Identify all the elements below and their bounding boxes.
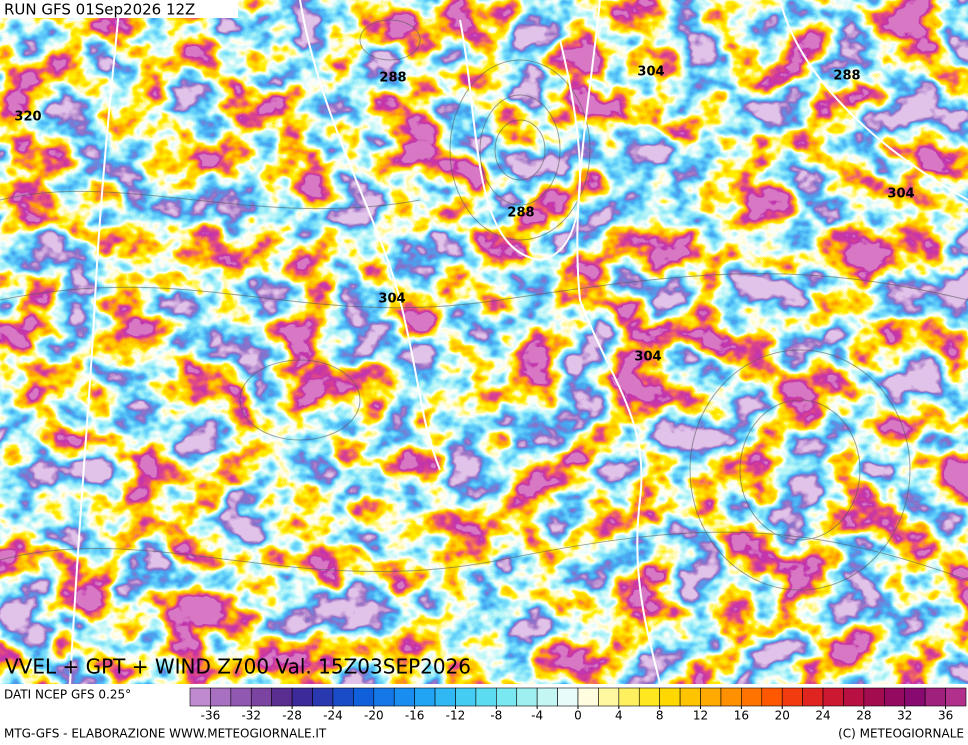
colorbar-swatch <box>393 687 415 707</box>
data-source: DATI NCEP GFS 0.25° <box>4 688 131 702</box>
wind-streamlines <box>0 19 968 591</box>
colorbar-swatch <box>557 687 579 707</box>
colorbar-swatch <box>455 687 477 707</box>
contour-label: 304 <box>378 292 405 307</box>
colorbar-swatch <box>475 687 497 707</box>
colorbar-tick-label: 16 <box>734 709 749 723</box>
colorbar-swatch <box>659 687 681 707</box>
colorbar-tick-label: -16 <box>405 709 425 723</box>
colorbar-swatch <box>577 687 599 707</box>
colorbar-tick-label: -32 <box>241 709 261 723</box>
colorbar-swatch <box>291 687 313 707</box>
colorbar-swatch <box>189 687 211 707</box>
colorbar-swatch <box>741 687 763 707</box>
colorbar-swatch <box>271 687 293 707</box>
colorbar-swatch <box>312 687 334 707</box>
colorbar-swatch <box>353 687 375 707</box>
geopotential-contours <box>69 0 968 685</box>
colorbar-swatch <box>414 687 436 707</box>
colorbar-swatch <box>904 687 926 707</box>
colorbar-tick-label: -8 <box>490 709 502 723</box>
colorbar: -36 -32 -28 -24 -20 -16 -12 -8 -4 0 4 8 12 16 20 24 28 32… <box>189 687 967 723</box>
colorbar-swatch <box>598 687 620 707</box>
contour-label: 304 <box>634 350 661 365</box>
contour-labels: 288 304 288 320 288 304 304 304 <box>14 65 914 365</box>
colorbar-tick-label: 32 <box>897 709 912 723</box>
colorbar-tick-label: -12 <box>446 709 466 723</box>
colorbar-swatch <box>210 687 232 707</box>
colorbar-swatch <box>700 687 722 707</box>
colorbar-swatch <box>638 687 660 707</box>
colorbar-swatch <box>781 687 803 707</box>
colorbar-swatch <box>843 687 865 707</box>
colorbar-swatch <box>720 687 742 707</box>
colorbar-swatch <box>250 687 272 707</box>
colorbar-tick-label: -36 <box>201 709 221 723</box>
colorbar-swatch <box>516 687 538 707</box>
colorbar-tick-label: -24 <box>323 709 343 723</box>
colorbar-swatch <box>822 687 844 707</box>
contour-label: 304 <box>887 187 914 202</box>
colorbar-swatch <box>496 687 518 707</box>
run-label-box <box>0 0 238 18</box>
colorbar-swatch <box>230 687 252 707</box>
map-title: VVEL + GPT + WIND Z700 Val. 15Z03SEP2026 <box>5 655 471 679</box>
colorbar-swatch <box>679 687 701 707</box>
colorbar-tick-label: -20 <box>364 709 384 723</box>
colorbar-swatch <box>373 687 395 707</box>
colorbar-tick-label: -28 <box>282 709 302 723</box>
colorbar-swatch <box>924 687 946 707</box>
vertical-velocity-field <box>0 0 968 684</box>
contour-label: 320 <box>14 110 41 125</box>
colorbar-tick-label: 36 <box>938 709 953 723</box>
colorbar-tick-label: 8 <box>656 709 664 723</box>
run-label: RUN GFS 01Sep2026 12Z <box>4 1 195 19</box>
colorbar-swatch <box>536 687 558 707</box>
colorbar-tick-label: -4 <box>531 709 543 723</box>
colorbar-swatch <box>884 687 906 707</box>
colorbar-swatch <box>802 687 824 707</box>
colorbar-tick-label: 0 <box>574 709 582 723</box>
credit: MTG-GFS - ELABORAZIONE WWW.METEOGIORNALE… <box>4 727 327 741</box>
colorbar-tick-label: 4 <box>615 709 623 723</box>
copyright: (C) METEOGIORNALE <box>838 727 964 741</box>
colorbar-swatch <box>945 687 967 707</box>
colorbar-swatch <box>434 687 456 707</box>
colorbar-swatch <box>618 687 640 707</box>
colorbar-swatch <box>332 687 354 707</box>
colorbar-tick-label: 20 <box>775 709 790 723</box>
contour-label: 288 <box>507 206 534 221</box>
contour-label: 304 <box>637 65 664 80</box>
colorbar-tick-label: 12 <box>693 709 708 723</box>
colorbar-swatch <box>761 687 783 707</box>
colorbar-tick-label: 28 <box>856 709 871 723</box>
contour-label: 288 <box>833 69 860 84</box>
colorbar-swatch <box>863 687 885 707</box>
contour-label: 288 <box>379 71 406 86</box>
colorbar-tick-label: 24 <box>815 709 830 723</box>
